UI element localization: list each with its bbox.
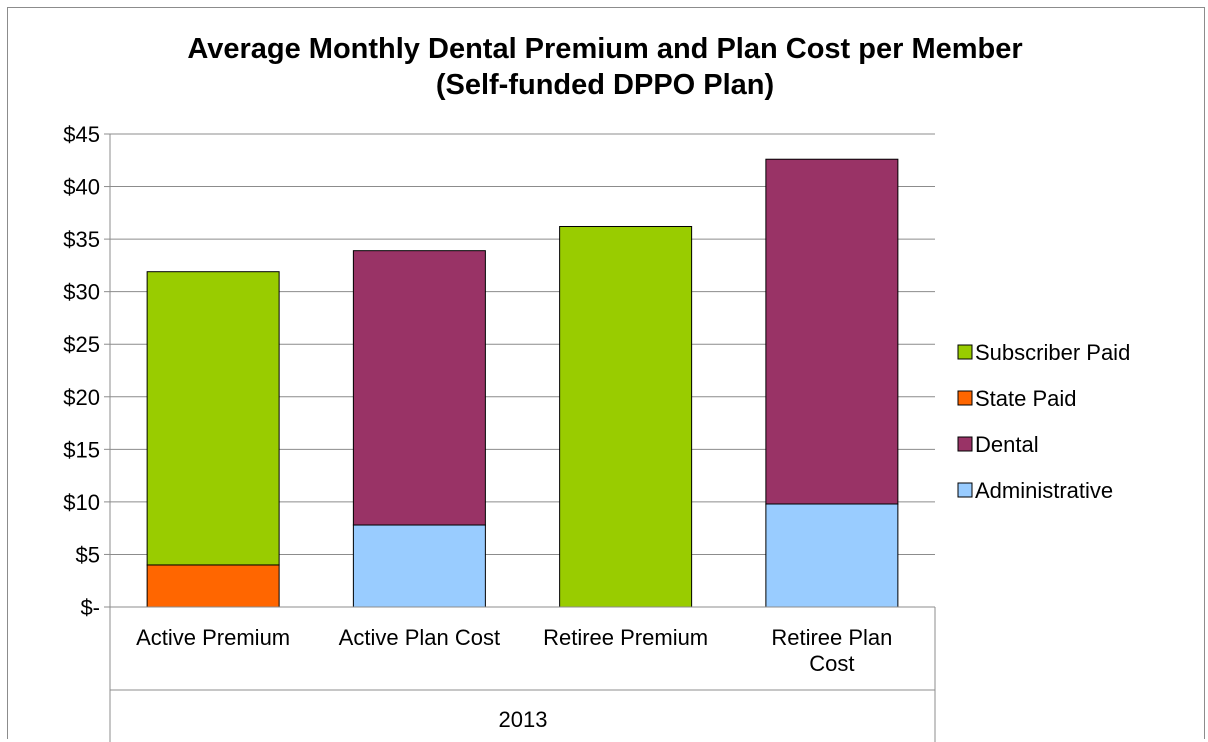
legend: Subscriber Paid State Paid Dental Administr… [957, 340, 1130, 503]
y-axis-tick-label: $30 [63, 280, 100, 305]
bar-segment-dental [765, 158, 899, 505]
legend-swatch [957, 390, 973, 406]
x-axis-category-label: Active Premium [136, 625, 290, 650]
axes [109, 134, 936, 742]
y-axis-tick-label: $35 [63, 227, 100, 252]
chart-subtitle: (Self-funded DPPO Plan) [436, 69, 774, 101]
bar-segment-administrative [765, 503, 899, 608]
y-axis-tick-label: $25 [63, 332, 100, 357]
y-axis-tick-label: $- [80, 595, 100, 620]
bar-segment-administrative [352, 524, 486, 608]
chart-title: Average Monthly Dental Premium and Plan … [187, 33, 1022, 65]
legend-swatch [957, 436, 973, 452]
bar-segment-subscriber-paid [559, 225, 693, 608]
legend-swatch [957, 482, 973, 498]
legend-label: Administrative [975, 478, 1113, 503]
x-axis-category-label: Retiree Premium [543, 625, 708, 650]
bar-segment-dental [352, 250, 486, 526]
group-label: 2013 [499, 707, 548, 732]
bars [146, 158, 899, 608]
y-axis-tick-labels: $- $5 $10 $15 $20 $25 $30 $35 $40 $45 [63, 122, 100, 620]
y-axis-tick-label: $20 [63, 385, 100, 410]
y-axis-tick-label: $15 [63, 437, 100, 462]
bar-segment-state-paid [146, 564, 280, 608]
legend-swatch [957, 344, 973, 360]
x-axis-category-label: Retiree Plan Cost [771, 625, 892, 676]
legend-label: Dental [975, 432, 1039, 457]
y-axis-tick-label: $45 [63, 122, 100, 147]
legend-label: State Paid [975, 386, 1077, 411]
bar-segment-subscriber-paid [146, 271, 280, 566]
legend-label: Subscriber Paid [975, 340, 1130, 365]
y-axis-tick-label: $5 [76, 542, 100, 567]
y-axis-tick-label: $10 [63, 490, 100, 515]
x-axis-category-labels: Active Premium Active Plan Cost Retiree Pr… [136, 625, 892, 676]
y-axis-tick-label: $40 [63, 175, 100, 200]
x-axis-category-label: Active Plan Cost [339, 625, 500, 650]
